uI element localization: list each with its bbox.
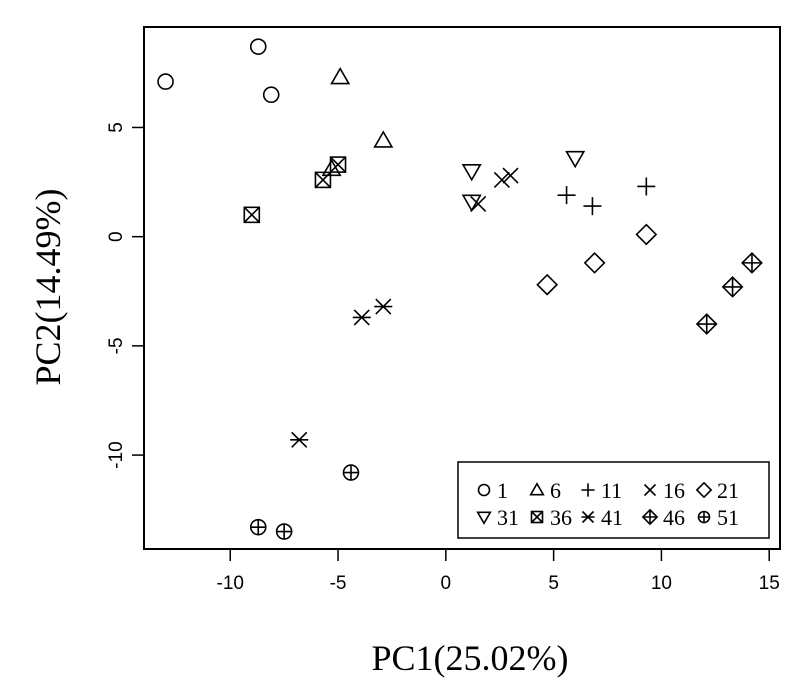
point-series-16 [502, 167, 519, 184]
point-series-21 [635, 223, 658, 246]
y-tick-label: -5 [106, 337, 127, 354]
point-series-21 [536, 273, 559, 296]
legend-symbol-46 [641, 508, 659, 526]
x-tick-label: 0 [441, 573, 452, 594]
point-series-31 [461, 194, 482, 212]
legend-symbol-16 [643, 483, 657, 497]
point-series-31 [565, 150, 586, 169]
point-series-11 [637, 177, 656, 196]
point-series-31 [461, 163, 482, 182]
legend-label-11: 11 [601, 478, 622, 503]
point-series-21 [583, 252, 606, 274]
legend-symbol-31 [476, 511, 492, 525]
legend-label-16: 16 [663, 478, 685, 503]
point-series-16 [493, 171, 510, 188]
point-series-11 [557, 186, 576, 205]
y-tick-label: 0 [106, 231, 127, 242]
legend-symbol-6 [529, 482, 545, 496]
y-tick-label: -10 [106, 441, 127, 468]
point-series-1 [249, 38, 267, 55]
point-series-51 [275, 523, 293, 540]
point-series-51 [342, 464, 360, 481]
legend-label-6: 6 [550, 478, 561, 503]
point-series-36 [243, 206, 261, 224]
x-axis: -10 -5 0 5 10 15 [217, 548, 780, 594]
point-series-46 [741, 252, 763, 274]
point-series-46 [695, 313, 718, 335]
x-tick-label: 15 [759, 573, 780, 594]
point-series-41 [290, 431, 309, 448]
x-tick-label: -5 [330, 573, 347, 594]
legend-label-51: 51 [717, 505, 739, 530]
y-tick-label: 5 [106, 122, 127, 133]
x-axis-title: PC1(25.02%) [372, 638, 569, 678]
point-series-1 [157, 73, 174, 90]
legend-symbol-51 [697, 510, 711, 524]
legend-box [457, 461, 770, 539]
legend-symbol-41 [581, 510, 595, 524]
point-series-1 [262, 86, 280, 104]
point-series-36 [329, 156, 347, 173]
legend-label-31: 31 [497, 505, 519, 530]
legend-symbol-11 [581, 483, 595, 497]
legend-label-21: 21 [717, 478, 739, 503]
legend-label-36: 36 [550, 505, 572, 530]
legend-symbol-21 [695, 481, 713, 499]
point-series-6 [373, 130, 394, 148]
x-tick-label: 5 [548, 573, 559, 594]
data-points [157, 38, 763, 540]
legend-label-41: 41 [601, 505, 623, 530]
legend-label-46: 46 [663, 505, 685, 530]
legend-label-1: 1 [497, 478, 508, 503]
point-series-41 [352, 309, 371, 326]
y-axis-title: PC2(14.49%) [28, 189, 68, 386]
x-tick-label: -10 [217, 573, 244, 594]
point-series-11 [583, 197, 602, 216]
point-series-41 [374, 298, 393, 315]
point-series-36 [314, 171, 332, 189]
x-tick-label: 10 [651, 573, 672, 594]
point-series-6 [330, 67, 351, 85]
y-axis: -10 -5 0 5 [106, 122, 145, 469]
point-series-51 [249, 518, 267, 536]
legend-symbol-36 [530, 510, 544, 524]
legend-symbol-1 [477, 483, 491, 497]
point-series-46 [721, 276, 744, 298]
